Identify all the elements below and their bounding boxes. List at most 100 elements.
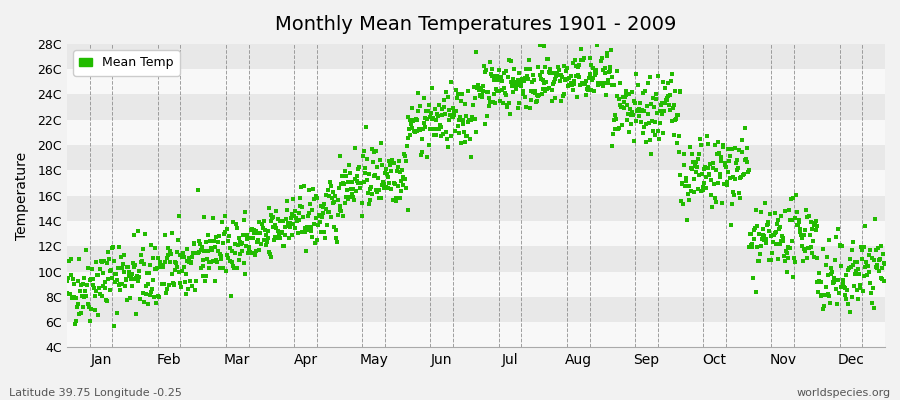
Point [708, 195, 723, 201]
Point [806, 250, 820, 256]
Point [446, 105, 461, 111]
Point [199, 273, 213, 280]
Point [526, 72, 540, 78]
Point [668, 88, 682, 94]
Point [516, 91, 530, 98]
Bar [67, 196, 885, 221]
Point [767, 232, 781, 238]
Point [96, 270, 111, 276]
Point [632, 106, 646, 112]
Point [627, 98, 642, 104]
Point [143, 262, 157, 268]
Point [673, 172, 688, 178]
Point [460, 133, 474, 140]
Point [148, 245, 162, 252]
Point [742, 167, 756, 174]
Point [539, 56, 554, 62]
Point [135, 290, 149, 296]
Point [250, 239, 265, 245]
Point [613, 102, 627, 108]
Point [68, 317, 83, 324]
Point [290, 218, 304, 224]
Point [539, 79, 554, 85]
Point [486, 99, 500, 105]
Point [345, 190, 359, 197]
Point [104, 286, 118, 293]
Point [764, 233, 778, 239]
Point [710, 139, 724, 145]
Point [501, 100, 516, 106]
Point [351, 166, 365, 172]
Point [445, 114, 459, 120]
Point [810, 255, 824, 262]
Point [418, 107, 433, 114]
Point [605, 82, 619, 88]
Point [433, 122, 447, 128]
Point [412, 103, 427, 109]
Point [521, 66, 535, 72]
Point [97, 258, 112, 264]
Point [511, 104, 526, 111]
Point [214, 256, 229, 262]
Point [478, 121, 492, 127]
Point [506, 76, 520, 82]
Point [171, 269, 185, 276]
Point [489, 73, 503, 80]
Point [80, 301, 94, 308]
Point [608, 112, 623, 118]
Point [230, 264, 244, 271]
Point [84, 305, 98, 312]
Point [727, 145, 742, 151]
Point [700, 133, 715, 139]
Point [797, 246, 812, 252]
Point [647, 104, 662, 110]
Point [308, 240, 322, 246]
Point [94, 258, 108, 264]
Point [683, 144, 698, 150]
Point [461, 88, 475, 94]
Point [366, 173, 381, 180]
Point [66, 294, 80, 301]
Point [351, 180, 365, 186]
Point [287, 212, 302, 219]
Point [484, 70, 499, 77]
Point [827, 275, 842, 282]
Point [651, 72, 665, 79]
Point [332, 185, 347, 192]
Point [437, 111, 452, 117]
Point [765, 238, 779, 245]
Point [63, 291, 77, 297]
Point [671, 149, 686, 156]
Point [376, 181, 391, 187]
Point [774, 213, 788, 219]
Point [480, 113, 494, 119]
Point [490, 88, 504, 94]
Point [472, 87, 486, 93]
Point [813, 279, 827, 286]
Point [414, 152, 428, 158]
Point [140, 281, 155, 288]
Point [681, 197, 696, 203]
Point [685, 150, 699, 157]
Point [669, 116, 683, 122]
Point [544, 66, 558, 72]
Point [759, 240, 773, 246]
Point [722, 158, 736, 164]
Point [139, 291, 153, 297]
Point [208, 244, 222, 250]
Point [823, 236, 837, 243]
Point [421, 142, 436, 148]
Point [418, 115, 432, 122]
Point [266, 224, 281, 230]
Point [670, 112, 684, 118]
Point [719, 164, 733, 170]
Point [761, 219, 776, 225]
Bar [67, 120, 885, 145]
Point [461, 118, 475, 125]
Point [384, 168, 399, 174]
Point [666, 132, 680, 138]
Point [345, 179, 359, 186]
Point [750, 243, 764, 250]
Point [74, 282, 88, 288]
Point [493, 74, 508, 80]
